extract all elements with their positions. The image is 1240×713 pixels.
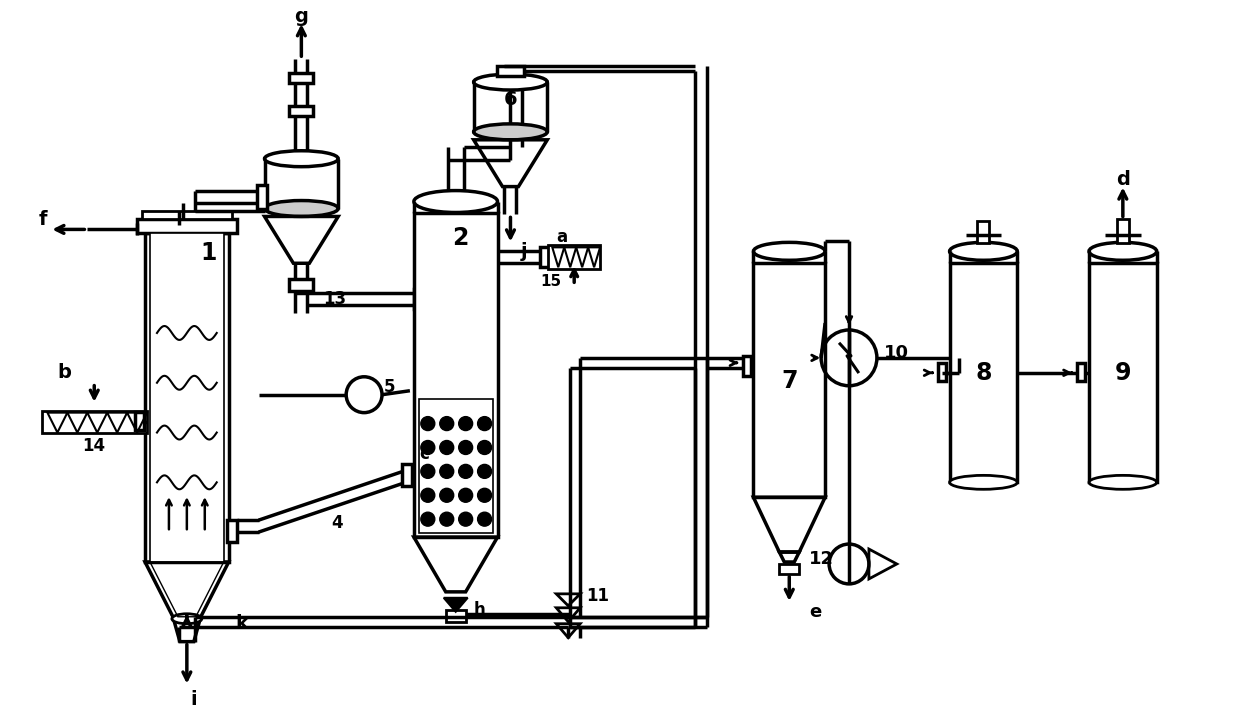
Bar <box>1117 220 1128 243</box>
Ellipse shape <box>474 124 547 140</box>
Text: g: g <box>294 7 309 26</box>
Text: a: a <box>557 228 568 247</box>
Circle shape <box>459 441 472 454</box>
Circle shape <box>459 488 472 502</box>
Text: d: d <box>1116 170 1130 189</box>
Ellipse shape <box>950 476 1017 489</box>
Bar <box>150 233 223 562</box>
Bar <box>414 289 424 309</box>
Text: 2: 2 <box>453 226 469 250</box>
Circle shape <box>420 464 435 478</box>
Bar <box>289 73 314 83</box>
Circle shape <box>477 512 491 526</box>
Ellipse shape <box>264 200 339 217</box>
Ellipse shape <box>1089 242 1157 260</box>
Circle shape <box>440 441 454 454</box>
Ellipse shape <box>1089 476 1157 489</box>
Ellipse shape <box>950 242 1017 260</box>
Bar <box>145 233 228 562</box>
Circle shape <box>440 488 454 502</box>
Bar <box>289 106 314 116</box>
Bar <box>414 213 497 537</box>
Bar <box>257 185 267 208</box>
Text: 6: 6 <box>503 91 517 110</box>
Circle shape <box>477 416 491 431</box>
Text: 11: 11 <box>587 587 609 605</box>
Bar <box>445 610 466 622</box>
Bar <box>977 222 990 243</box>
Bar <box>779 564 800 574</box>
Text: 10: 10 <box>884 344 909 362</box>
Ellipse shape <box>172 614 202 624</box>
Text: h: h <box>474 601 485 619</box>
Polygon shape <box>444 597 467 612</box>
Text: 14: 14 <box>83 438 105 456</box>
Bar <box>289 279 314 291</box>
Text: 1: 1 <box>201 241 217 265</box>
Circle shape <box>440 416 454 431</box>
Ellipse shape <box>264 150 339 167</box>
Bar <box>143 212 232 220</box>
Text: i: i <box>191 690 197 709</box>
Text: e: e <box>810 602 821 621</box>
Text: 15: 15 <box>541 274 562 289</box>
Circle shape <box>459 416 472 431</box>
Circle shape <box>420 441 435 454</box>
Text: 7: 7 <box>781 369 797 393</box>
Bar <box>402 464 412 486</box>
Circle shape <box>477 488 491 502</box>
Bar <box>1078 363 1085 381</box>
Circle shape <box>459 464 472 478</box>
Ellipse shape <box>474 74 547 90</box>
Text: 13: 13 <box>324 290 346 308</box>
Text: j: j <box>521 242 527 261</box>
Text: f: f <box>38 210 47 229</box>
Text: 5: 5 <box>384 378 396 396</box>
Bar <box>1089 263 1157 482</box>
Bar <box>138 220 237 233</box>
Circle shape <box>440 464 454 478</box>
Bar <box>227 520 237 542</box>
Bar <box>419 399 492 533</box>
Text: 8: 8 <box>975 361 992 385</box>
Bar <box>744 356 751 376</box>
Circle shape <box>420 512 435 526</box>
Circle shape <box>477 464 491 478</box>
Bar <box>135 411 144 429</box>
Text: 4: 4 <box>331 514 343 532</box>
Ellipse shape <box>414 190 497 212</box>
Bar <box>541 247 551 267</box>
Circle shape <box>459 512 472 526</box>
Ellipse shape <box>754 242 825 260</box>
Bar <box>42 411 148 433</box>
Circle shape <box>420 488 435 502</box>
Circle shape <box>440 512 454 526</box>
Circle shape <box>420 416 435 431</box>
Bar <box>548 245 600 270</box>
Bar <box>950 263 1017 482</box>
Text: 9: 9 <box>1115 361 1131 385</box>
Text: c: c <box>419 446 429 463</box>
Circle shape <box>477 441 491 454</box>
Bar <box>937 363 946 381</box>
Text: k: k <box>236 614 248 633</box>
Bar <box>754 263 825 497</box>
Text: 12: 12 <box>810 550 835 568</box>
Bar <box>496 66 525 76</box>
Text: b: b <box>57 364 72 382</box>
